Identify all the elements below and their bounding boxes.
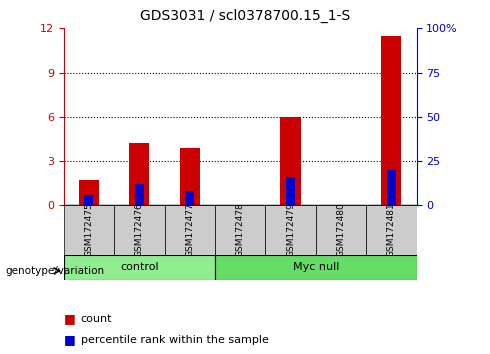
Text: GDS3031 / scl0378700.15_1-S: GDS3031 / scl0378700.15_1-S — [140, 9, 350, 23]
Bar — [280, 117, 300, 205]
Text: ■: ■ — [64, 312, 75, 325]
FancyBboxPatch shape — [265, 205, 316, 255]
Text: count: count — [81, 314, 112, 324]
Bar — [381, 36, 401, 205]
Bar — [185, 191, 194, 205]
Text: Myc null: Myc null — [293, 262, 339, 272]
Bar — [180, 148, 200, 205]
Text: percentile rank within the sample: percentile rank within the sample — [81, 335, 269, 345]
FancyBboxPatch shape — [165, 205, 215, 255]
FancyBboxPatch shape — [215, 255, 416, 280]
Bar — [135, 184, 144, 205]
FancyBboxPatch shape — [64, 255, 215, 280]
Text: GSM172481: GSM172481 — [387, 203, 396, 257]
Text: genotype/variation: genotype/variation — [5, 266, 104, 276]
Bar — [387, 170, 396, 205]
FancyBboxPatch shape — [316, 205, 366, 255]
Text: GSM172476: GSM172476 — [135, 203, 144, 257]
Bar — [129, 143, 149, 205]
Text: GSM172480: GSM172480 — [337, 203, 345, 257]
Text: GSM172477: GSM172477 — [185, 203, 194, 257]
FancyBboxPatch shape — [215, 205, 265, 255]
FancyBboxPatch shape — [114, 205, 165, 255]
FancyBboxPatch shape — [64, 205, 114, 255]
Text: control: control — [120, 262, 159, 272]
Text: GSM172478: GSM172478 — [236, 203, 245, 257]
Bar — [79, 180, 99, 205]
Text: GSM172479: GSM172479 — [286, 203, 295, 257]
Text: GSM172475: GSM172475 — [84, 203, 94, 257]
Bar — [286, 177, 295, 205]
Text: ■: ■ — [64, 333, 75, 346]
FancyBboxPatch shape — [366, 205, 416, 255]
Bar — [84, 195, 94, 205]
